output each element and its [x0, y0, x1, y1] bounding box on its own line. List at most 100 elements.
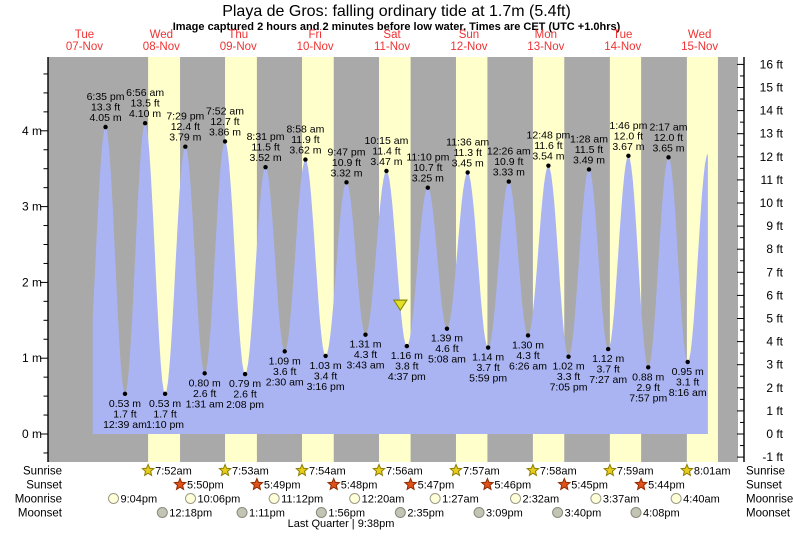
tide-extreme-dot [222, 139, 228, 144]
moonset-circle-icon [630, 507, 642, 518]
astro-event-time: 1:27am [442, 494, 479, 506]
moonset-circle-icon [394, 507, 406, 518]
astro-event-time: 12:18pm [169, 508, 212, 520]
sunrise-star-icon [141, 463, 156, 477]
high-tide-label-line: 12.7 ft [210, 116, 239, 128]
sunset-star-icon [403, 477, 418, 491]
high-tide-label-line: 12.0 ft [614, 130, 643, 142]
moonrise-circle-icon [108, 493, 120, 504]
high-tide-label-line: 12:48 pm [527, 130, 571, 142]
tide-extreme-dot [162, 391, 168, 397]
tide-extreme-dot [626, 153, 631, 159]
right-axis-tick-label: 1 ft [766, 404, 783, 418]
right-axis-tick-label: 15 ft [760, 81, 784, 95]
high-tide-label-line: 3.47 m [370, 156, 402, 168]
high-tide-label-line: 11:10 pm [406, 152, 449, 164]
low-tide-label-line: 5:59 pm [469, 373, 507, 385]
low-tide-label-line: 3:16 pm [307, 381, 345, 393]
high-tide-label-line: 11.5 ft [251, 142, 279, 154]
astro-event-time: 5:45pm [571, 480, 608, 492]
high-tide-label-line: 10.9 ft [332, 157, 361, 169]
tide-extreme-dot [384, 168, 389, 174]
day-label-weekday: Wed [688, 29, 711, 41]
sunrise-star-icon [525, 463, 540, 477]
astro-event-time: 5:47pm [418, 480, 455, 492]
high-tide-label-line: 3.62 m [289, 145, 321, 157]
right-axis-tick-label: 4 ft [766, 335, 783, 349]
astro-row-label-right: Sunrise [746, 466, 785, 478]
low-tide-label-line: 3.1 ft [676, 376, 699, 388]
tide-extreme-dot [444, 326, 450, 331]
low-tide-label-line: 4.3 ft [354, 349, 377, 361]
tide-extreme-dot [566, 354, 571, 359]
sunrise-star-icon [218, 463, 233, 477]
high-tide-label-line: 12.0 ft [654, 132, 683, 144]
left-axis-tick-label: 1 m [22, 351, 42, 365]
low-tide-label-line: 2.9 ft [637, 382, 660, 394]
tide-extreme-dot [485, 345, 491, 350]
day-label-weekday: Wed [150, 29, 173, 41]
low-tide-label-line: 2:30 am [266, 376, 304, 388]
tide-extreme-dot [202, 371, 207, 376]
high-tide-label-line: 11.4 ft [372, 145, 400, 157]
day-label-date: 13-Nov [527, 41, 564, 53]
high-tide-label-line: 3.67 m [612, 141, 644, 153]
right-axis-tick-label: 8 ft [766, 242, 783, 256]
tide-extreme-dot [183, 144, 188, 149]
day-label-weekday: Tue [75, 29, 94, 41]
low-tide-label-line: 4:37 pm [388, 371, 426, 383]
astro-event-time: 1:56pm [328, 508, 365, 520]
moonrise-circle-icon [670, 493, 682, 504]
astro-event-time: 7:52am [155, 466, 192, 478]
tide-extreme-dot [344, 180, 349, 185]
astro-event-time: 4:08pm [643, 508, 680, 520]
day-label-date: 14-Nov [604, 41, 641, 53]
high-tide-label-line: 10.7 ft [413, 162, 442, 174]
moonset-circle-icon [552, 507, 564, 518]
right-axis-tick-label: 9 ft [766, 219, 783, 233]
high-tide-label-line: 8:31 pm [247, 131, 285, 143]
high-tide-label-line: 12:26 am [487, 146, 531, 158]
day-label-date: 07-Nov [66, 41, 103, 53]
astro-event-time: 5:48pm [341, 480, 378, 492]
low-tide-label-line: 7:05 pm [550, 382, 588, 394]
high-tide-label-line: 12.4 ft [171, 121, 200, 133]
chart-subtitle: Image captured 2 hours and 2 minutes bef… [172, 21, 621, 33]
low-tide-label-line: 7:27 am [589, 374, 627, 386]
tide-extreme-dot [303, 157, 308, 162]
high-tide-label-line: 13.3 ft [91, 102, 120, 114]
astro-event-time: 7:57am [463, 466, 500, 478]
tide-extreme-dot [242, 371, 248, 377]
low-tide-label-line: 1:31 am [186, 398, 224, 410]
day-label-weekday: Thu [228, 29, 248, 41]
moonrise-circle-icon [185, 493, 197, 504]
high-tide-label-line: 3.49 m [573, 154, 605, 166]
tide-extreme-dot [685, 359, 690, 365]
sunset-star-icon [557, 477, 572, 491]
high-tide-label-line: 11:36 am [446, 136, 489, 148]
astro-event-time: 2:32am [523, 494, 560, 506]
low-tide-label-line: 0.88 m [632, 371, 664, 383]
right-axis-tick-label: 10 ft [760, 196, 784, 210]
high-tide-label-line: 13.5 ft [131, 98, 160, 110]
moonset-circle-icon [236, 507, 248, 518]
low-tide-label-line: 3.3 ft [557, 371, 580, 383]
sunrise-star-icon [295, 463, 309, 477]
high-tide-label-line: 8:58 am [286, 124, 324, 136]
sunset-star-icon [249, 477, 264, 491]
astro-event-time: 5:46pm [494, 480, 531, 492]
astro-event-time: 3:37am [603, 494, 640, 506]
astro-event-time: 2:35pm [407, 508, 444, 520]
low-tide-label-line: 1.03 m [310, 360, 342, 372]
low-tide-label-line: 1:10 pm [146, 419, 184, 431]
current-tide-marker-icon [392, 299, 408, 312]
day-label-date: 10-Nov [297, 41, 334, 53]
right-axis-tick-label: 2 ft [766, 381, 783, 395]
low-tide-label-line: 8:16 am [669, 387, 707, 399]
low-tide-label-line: 0.95 m [672, 366, 704, 378]
low-tide-label-line: 1.7 ft [113, 408, 136, 420]
low-tide-label-line: 1.16 m [391, 350, 423, 362]
high-tide-label-line: 11.3 ft [453, 147, 481, 159]
astro-row-label-left: Moonset [18, 508, 63, 520]
low-tide-label-line: 1.14 m [472, 352, 504, 364]
